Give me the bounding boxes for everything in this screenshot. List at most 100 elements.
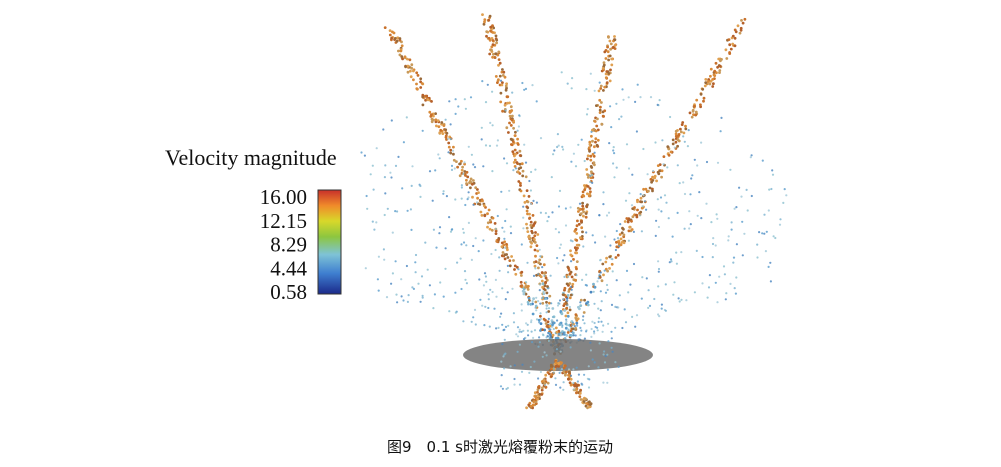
particle [593,120,597,123]
particle [490,48,493,52]
particle [534,260,538,263]
particle [385,296,389,299]
particle [581,190,585,194]
particle [513,364,516,367]
particle [406,64,410,68]
particle [655,219,658,222]
particle [680,298,683,301]
particle [625,143,629,146]
particle [683,227,686,230]
particle [542,292,546,295]
particle [669,150,673,154]
particle [698,191,701,194]
particle [465,170,469,174]
particle [575,383,579,387]
particle [417,282,420,285]
particle [533,238,536,241]
particle [750,154,753,157]
particle [718,64,722,68]
particle [504,219,507,223]
particle [520,370,524,373]
particle [363,154,366,157]
particle [392,31,396,35]
particle [520,270,524,274]
particle [394,164,398,167]
particle [525,205,529,209]
particle [529,405,533,408]
particle [613,152,616,155]
particle [716,65,719,69]
particle [401,57,404,61]
particle [612,146,615,149]
particle [568,305,572,309]
particle [556,133,560,136]
particle [574,317,578,320]
particle [596,117,599,121]
particle [520,309,523,312]
particle [520,162,524,166]
particle [603,269,606,272]
particle [627,229,631,233]
particle [603,50,607,54]
particle [452,145,455,149]
particle [451,228,454,231]
particle [547,215,550,218]
particle [554,364,558,368]
particle [593,285,597,289]
particle [707,286,711,289]
particle [400,55,404,58]
particle [662,155,666,159]
particle [710,221,713,224]
particle [495,144,499,147]
particle [460,287,463,291]
particle [419,86,423,89]
particle [460,197,463,200]
particle [670,260,673,263]
particle [660,210,663,213]
particle [449,123,452,126]
particle [506,386,509,390]
particle [567,275,570,278]
particle [510,118,514,122]
particle [592,282,595,286]
particle [700,141,703,144]
particle [525,189,529,193]
particle [745,188,748,191]
particle [547,339,550,342]
particle [421,129,424,132]
particle [567,328,570,331]
particle [409,208,412,211]
particle [466,198,469,201]
particle [462,172,465,175]
particle [488,144,492,147]
particle [627,96,630,99]
particle [694,110,698,114]
particle [469,186,472,190]
particle [761,159,764,162]
particle [664,309,668,312]
particle [484,144,488,147]
particle [472,179,475,182]
particle [382,128,385,131]
particle [366,207,369,210]
particle [696,214,699,217]
particle [518,149,522,153]
particle [513,134,517,138]
particle [569,249,572,253]
particle [727,239,730,242]
particle [472,203,475,206]
particle [527,303,530,306]
particle [674,140,678,144]
particle [568,381,572,385]
particle [705,160,709,164]
particle [699,92,703,96]
particle [602,203,605,206]
particle [577,338,580,341]
particle [538,341,542,344]
particle [508,189,511,192]
particle [515,161,519,164]
particle [526,285,529,289]
particle [551,211,554,214]
particle [604,57,608,60]
